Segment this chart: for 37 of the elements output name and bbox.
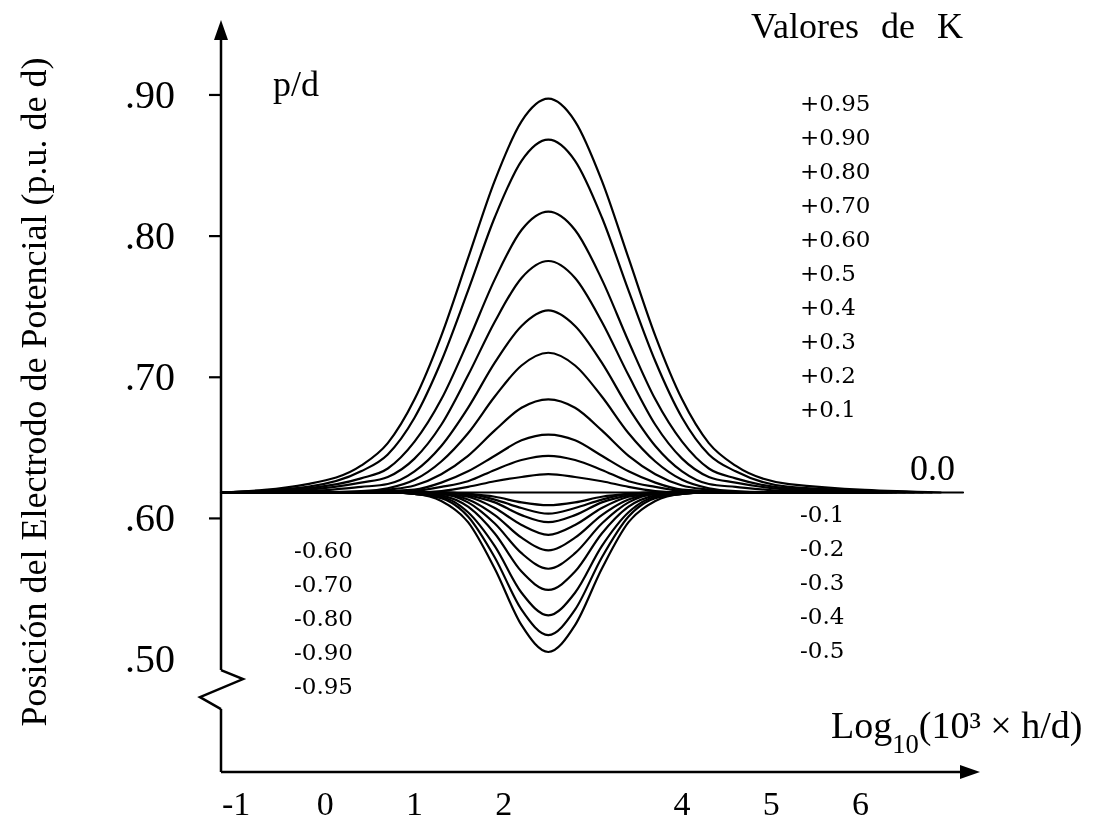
annotation: +0.4 [800, 294, 856, 321]
annotation: +0.70 [800, 192, 871, 219]
annotation: +0.90 [800, 124, 871, 151]
x-tick-label: 1 [406, 785, 424, 822]
y-tick-label: .90 [125, 71, 175, 117]
annotation: Valores de K [751, 6, 963, 46]
annotation: -0.70 [294, 570, 353, 597]
annotation: +0.60 [800, 226, 871, 253]
annotation: -0.95 [294, 672, 353, 699]
annotation: -0.5 [800, 636, 845, 663]
annotation: -0.3 [800, 568, 845, 595]
x-tick-label: 5 [762, 785, 780, 822]
x-tick-label: 6 [851, 785, 869, 822]
annotation: +0.3 [800, 328, 856, 355]
y-tick-label: .50 [125, 636, 175, 682]
annotation: +0.95 [800, 90, 871, 117]
x-tick-label: -1 [222, 785, 251, 822]
annotation: 0.0 [910, 447, 955, 488]
annotation: -0.4 [800, 602, 845, 629]
annotation: +0.5 [800, 260, 856, 287]
x-axis-title: Log$_{10}$(10³ × h/d) [831, 704, 1083, 759]
annotation: -0.1 [800, 500, 845, 527]
y-tick-label: .80 [125, 212, 175, 258]
annotation: +0.1 [800, 396, 856, 423]
annotation: +0.80 [800, 158, 871, 185]
y-tick-label: .70 [125, 354, 175, 400]
annotation: -0.60 [294, 536, 353, 563]
x-tick-label: 0 [316, 785, 334, 822]
y-tick-label: .60 [125, 495, 175, 541]
x-tick-label: 4 [673, 785, 691, 822]
annotation: -0.80 [294, 604, 353, 631]
annotation: p/d [272, 64, 320, 104]
annotation: -0.2 [800, 534, 845, 561]
annotation: -0.90 [294, 638, 353, 665]
y-axis-title: Posición del Electrodo de Potencial (p.u. de d) [14, 57, 54, 727]
annotation: +0.2 [800, 362, 856, 389]
x-tick-label: 2 [495, 785, 513, 822]
